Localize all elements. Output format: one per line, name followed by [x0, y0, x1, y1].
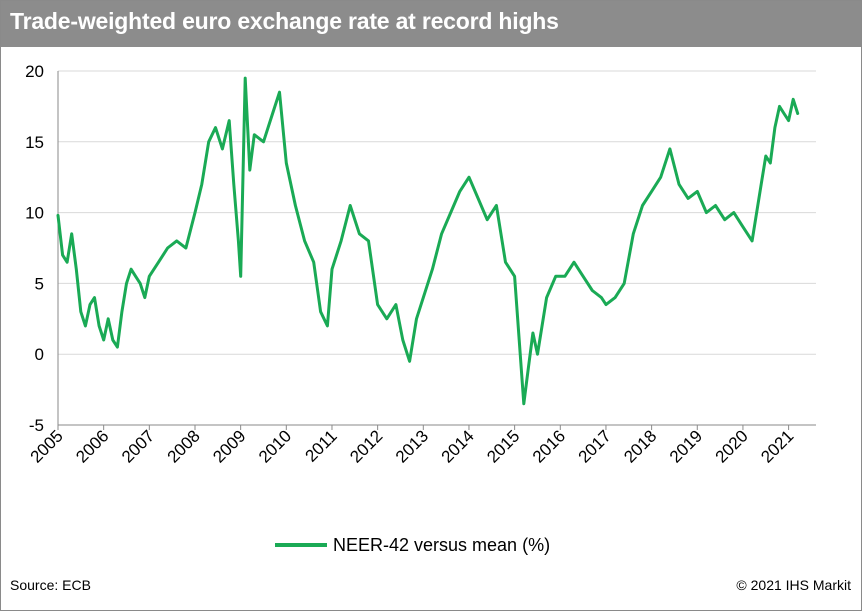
legend-label: NEER-42 versus mean (%): [333, 534, 551, 555]
x-tick-label: 2014: [438, 426, 478, 466]
x-tick-label: 2012: [346, 426, 386, 466]
x-tick-label: 2018: [620, 426, 660, 466]
x-tick-label: 2016: [529, 426, 569, 466]
x-tick-label: 2006: [72, 426, 112, 466]
x-tick-label: 2008: [164, 426, 204, 466]
x-tick-label: 2007: [118, 426, 158, 466]
x-tick-label: 2017: [575, 426, 615, 466]
title-bar: Trade-weighted euro exchange rate at rec…: [1, 1, 861, 47]
series-line-0: [56, 76, 800, 406]
y-tick-label: 5: [35, 274, 44, 293]
legend-swatch: [275, 543, 327, 547]
x-tick-label: 2013: [392, 426, 432, 466]
x-tick-label: 2009: [209, 426, 249, 466]
y-tick-label: -5: [29, 416, 44, 435]
x-tick-label: 2021: [757, 426, 797, 466]
chart-title: Trade-weighted euro exchange rate at rec…: [10, 8, 559, 34]
x-tick-label: 2015: [483, 426, 523, 466]
copyright-note: © 2021 IHS Markit: [736, 577, 851, 593]
y-tick-label: 0: [35, 345, 44, 364]
x-tick-label: 2019: [666, 426, 706, 466]
source-note: Source: ECB: [10, 577, 91, 593]
legend: NEER-42 versus mean (%): [275, 534, 550, 556]
x-tick-label: 2011: [302, 426, 341, 465]
y-tick-label: 10: [25, 204, 44, 223]
x-tick-label: 2010: [255, 426, 295, 466]
x-tick-label: 2020: [712, 426, 752, 466]
y-tick-label: 15: [25, 133, 44, 152]
y-tick-label: 20: [25, 62, 44, 81]
